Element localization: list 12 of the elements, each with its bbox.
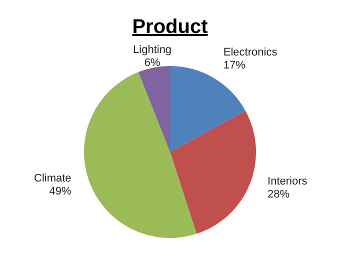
slice-label: Interiors bbox=[268, 176, 308, 188]
data-label: 28% bbox=[268, 188, 290, 201]
chart-title: Product bbox=[132, 16, 208, 38]
slice-label: Electronics bbox=[223, 46, 278, 59]
pie-slice bbox=[138, 66, 170, 152]
slice-label: Lighting bbox=[133, 44, 172, 56]
slice-label: Climate bbox=[34, 172, 72, 185]
data-label: 17% bbox=[223, 60, 246, 72]
pie-slice bbox=[170, 110, 256, 234]
pie-slice bbox=[84, 72, 197, 238]
data-label: 6% bbox=[144, 57, 160, 70]
data-label: 49% bbox=[49, 186, 72, 198]
